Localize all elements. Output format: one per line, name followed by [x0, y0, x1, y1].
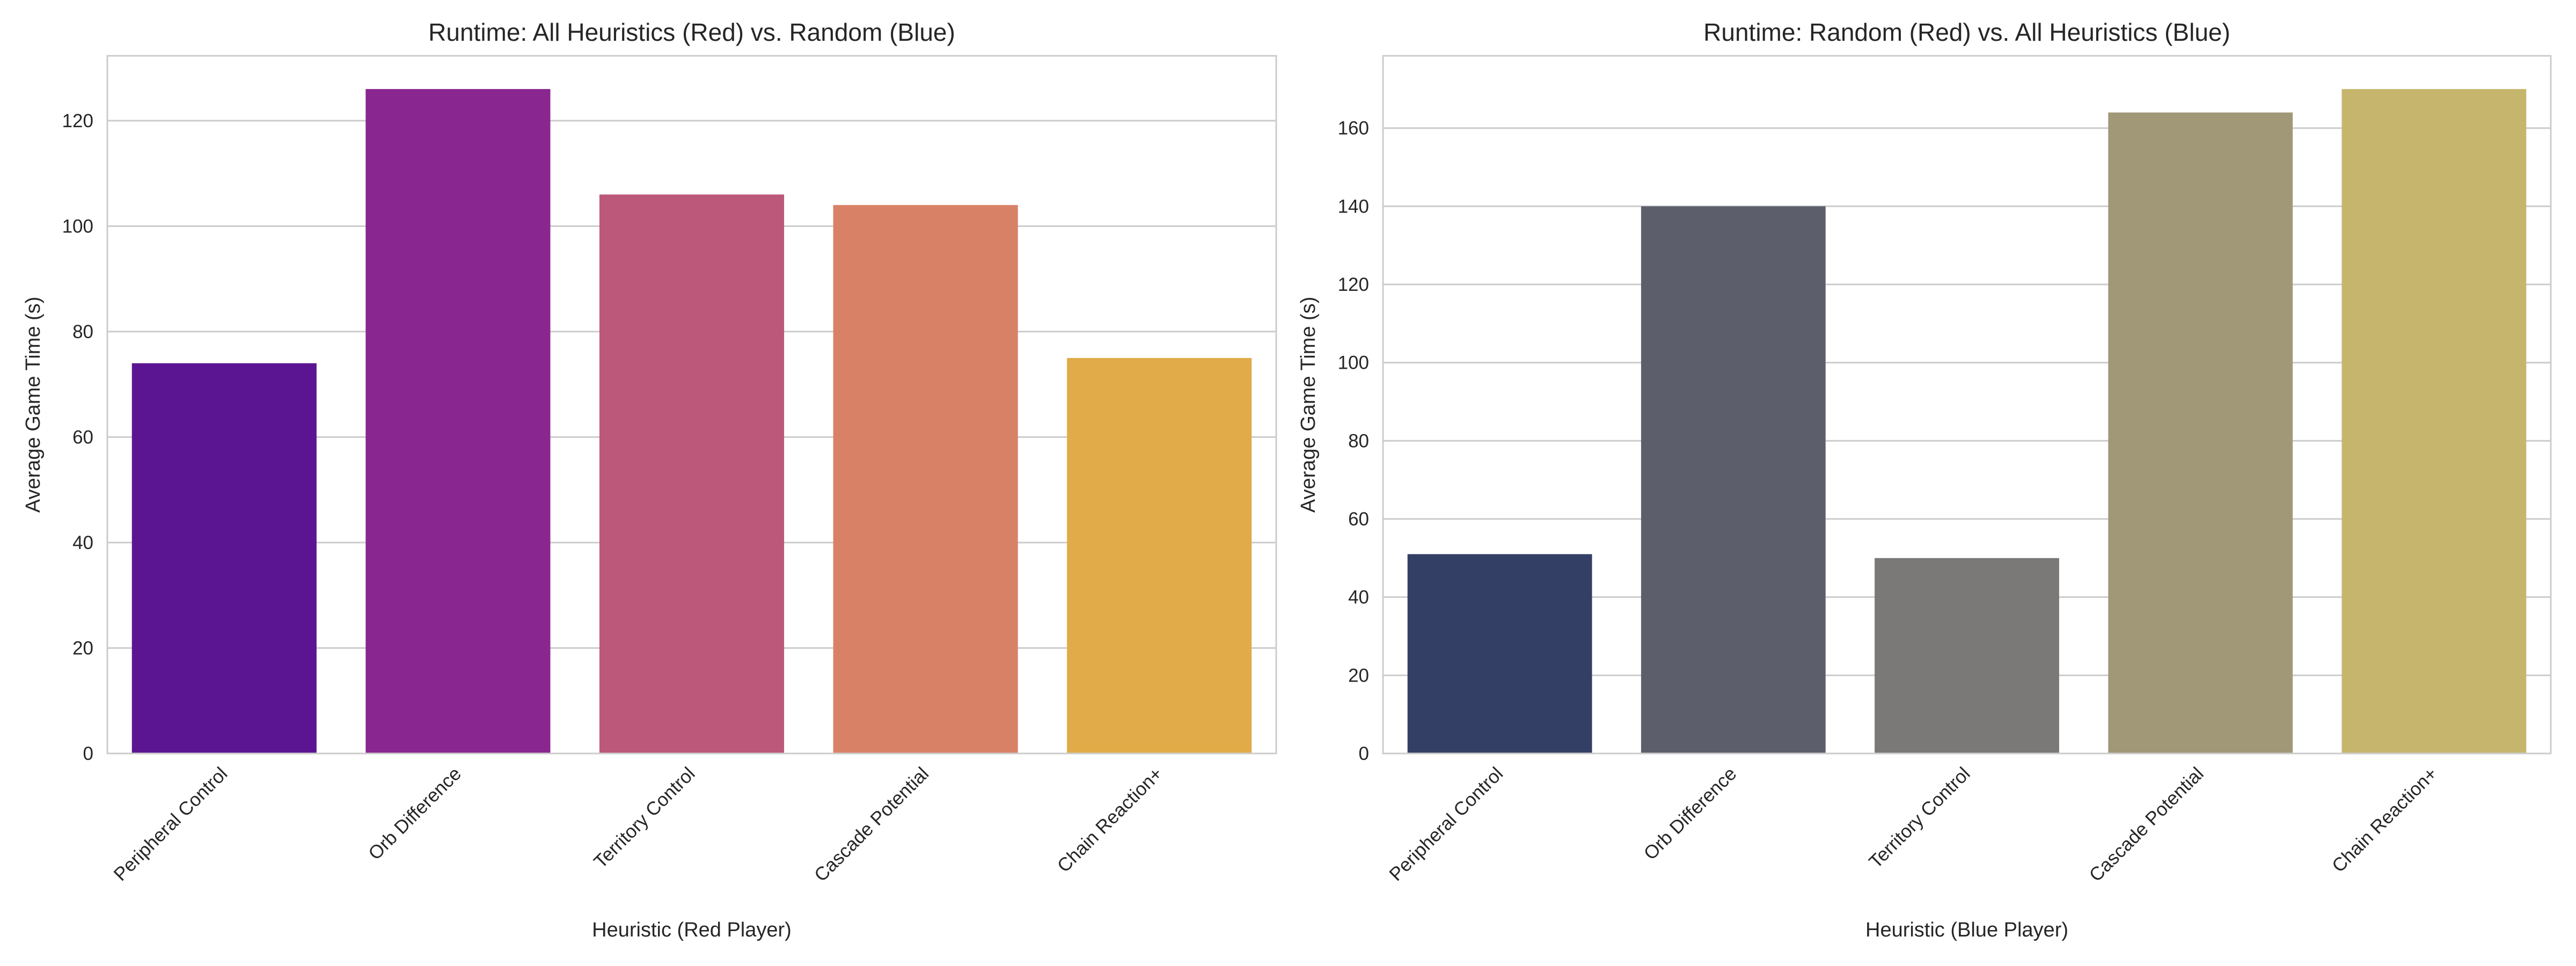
y-tick-label: 120	[62, 111, 93, 131]
bar	[1067, 358, 1252, 753]
bar	[1407, 554, 1592, 753]
y-tick-label: 80	[1348, 430, 1369, 451]
y-tick-label: 40	[1348, 587, 1369, 608]
x-tick-label: Territory Control	[1865, 763, 1974, 873]
y-axis-label: Average Game Time (s)	[1297, 297, 1320, 513]
x-tick-label: Territory Control	[590, 763, 699, 873]
y-tick-label: 0	[83, 743, 93, 764]
bar	[2341, 89, 2527, 753]
y-tick-labels: 0 20 40 60 80 100 120 140 160	[1338, 118, 1369, 764]
y-tick-label: 40	[72, 532, 93, 553]
y-axis-label: Average Game Time (s)	[22, 297, 45, 513]
y-tick-label: 160	[1338, 118, 1369, 139]
plot-frame	[106, 55, 1277, 755]
bar	[1641, 206, 1826, 753]
x-axis-label: Heuristic (Blue Player)	[1865, 919, 2068, 941]
y-tick-label: 60	[72, 427, 93, 448]
y-tick-label: 80	[72, 321, 93, 342]
x-tick-labels: Peripheral Control Orb Difference Territor…	[109, 763, 1166, 885]
chart-left: Runtime: All Heuristics (Red) vs. Random…	[22, 18, 1277, 941]
y-tick-label: 120	[1338, 274, 1369, 295]
x-tick-label: Cascade Potential	[810, 763, 933, 885]
y-tick-label: 100	[1338, 353, 1369, 374]
bar	[833, 205, 1018, 754]
bars	[131, 89, 1252, 754]
y-tick-label: 20	[72, 638, 93, 658]
y-tick-label: 0	[1359, 743, 1369, 764]
x-tick-label: Peripheral Control	[1385, 763, 1507, 885]
y-tick-label: 100	[62, 216, 93, 237]
bar	[1875, 558, 2059, 753]
x-tick-labels: Peripheral Control Orb Difference Territor…	[1385, 763, 2441, 885]
chart-title: Runtime: All Heuristics (Red) vs. Random…	[428, 18, 955, 46]
bar	[365, 89, 551, 753]
x-tick-label: Orb Difference	[1640, 763, 1740, 864]
y-tick-labels: 0 20 40 60 80 100 120	[62, 111, 93, 764]
x-tick-label: Peripheral Control	[109, 763, 231, 885]
x-axis-label: Heuristic (Red Player)	[592, 919, 792, 941]
x-tick-label: Chain Reaction+	[2328, 763, 2441, 876]
bar	[2108, 112, 2293, 753]
y-tick-label: 60	[1348, 509, 1369, 530]
bar	[599, 194, 785, 753]
y-tick-label: 140	[1338, 196, 1369, 217]
x-tick-label: Chain Reaction+	[1053, 763, 1167, 876]
y-tick-label: 20	[1348, 665, 1369, 686]
chart-right: Runtime: Random (Red) vs. All Heuristics…	[1297, 18, 2552, 941]
bars	[1407, 89, 2527, 753]
bar	[131, 363, 317, 753]
x-tick-label: Orb Difference	[364, 763, 465, 864]
x-tick-label: Cascade Potential	[2085, 763, 2207, 885]
chart-title: Runtime: Random (Red) vs. All Heuristics…	[1703, 18, 2230, 46]
plot-frame	[1382, 55, 2552, 755]
